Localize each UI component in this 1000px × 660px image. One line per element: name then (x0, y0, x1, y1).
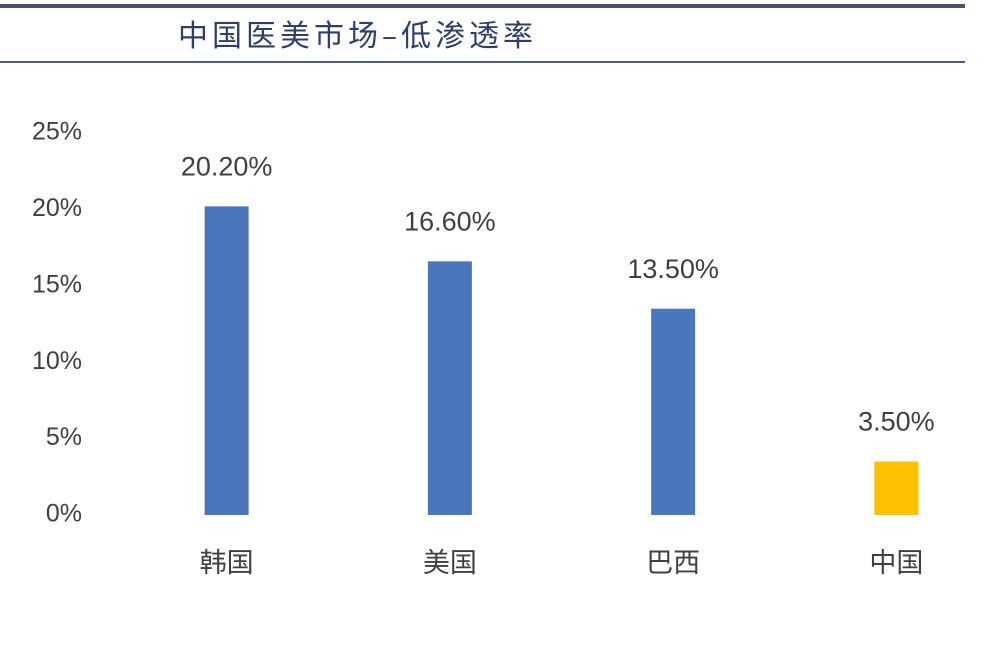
value-label: 13.50% (627, 254, 719, 284)
bar (651, 308, 696, 515)
bar (427, 261, 472, 515)
value-label: 16.60% (404, 206, 496, 236)
x-tick-label: 巴西 (646, 548, 700, 578)
x-tick-label: 美国 (423, 548, 477, 578)
x-tick-label: 中国 (869, 548, 923, 578)
y-tick-label: 20% (32, 194, 82, 222)
bar (204, 206, 249, 515)
y-tick-label: 25% (32, 118, 82, 146)
y-tick-label: 0% (46, 500, 82, 528)
bar (874, 461, 919, 515)
x-tick-label: 韩国 (200, 548, 254, 578)
chart-title: 中国医美市场–低渗透率 (178, 19, 537, 54)
value-label: 3.50% (858, 407, 935, 437)
y-tick-label: 15% (32, 270, 82, 298)
value-label: 20.20% (181, 151, 273, 181)
y-tick-label: 5% (46, 423, 82, 451)
y-tick-label: 10% (32, 347, 82, 375)
